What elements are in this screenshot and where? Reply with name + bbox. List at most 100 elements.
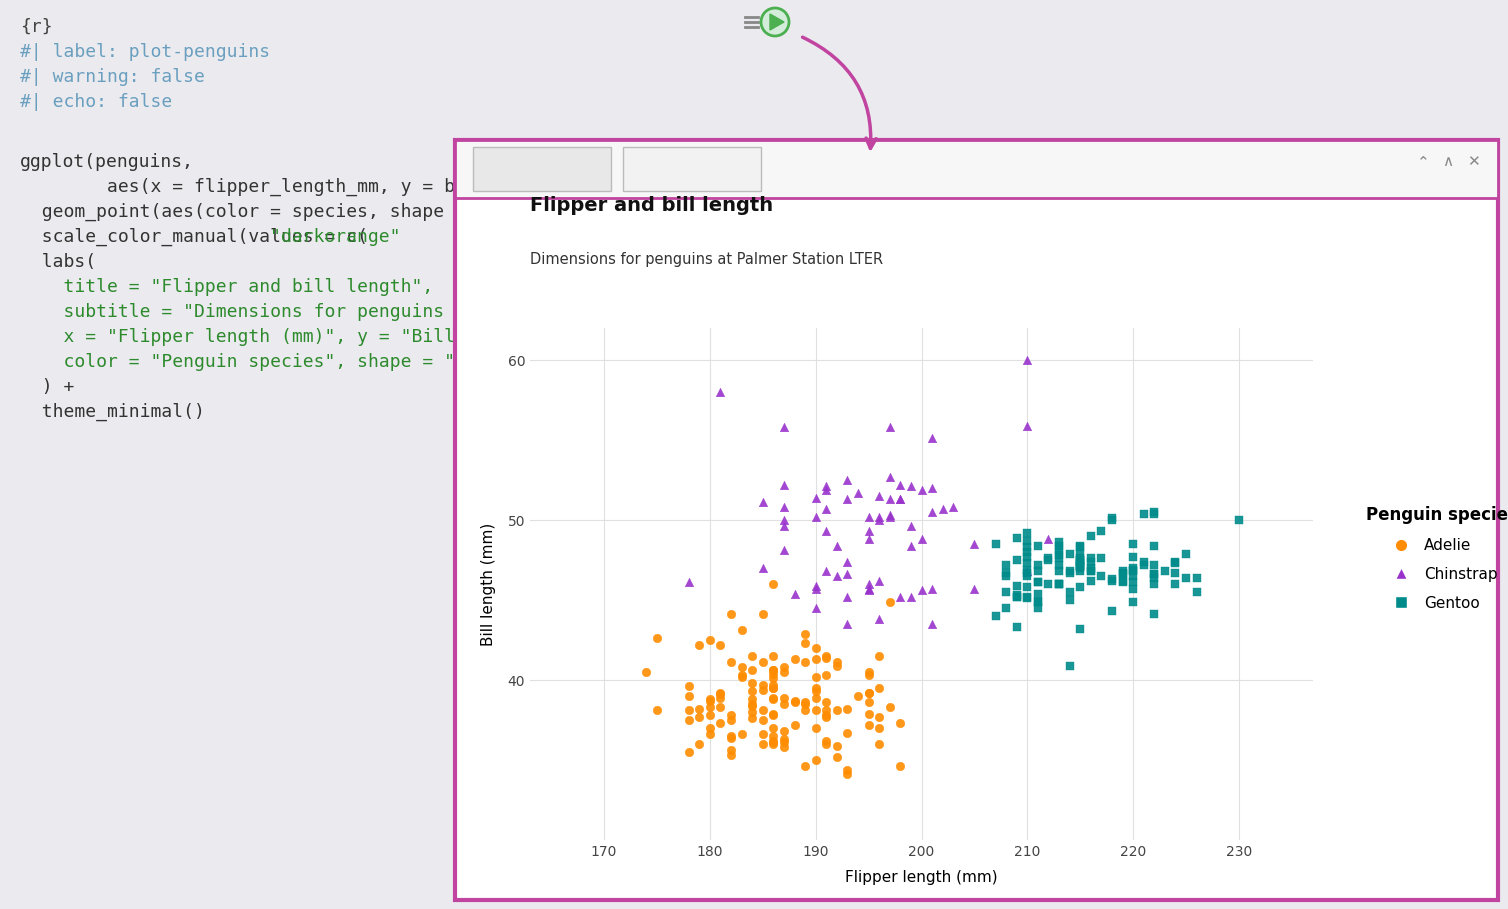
Gentoo [1110,575,1134,590]
Chinstrap [772,513,796,527]
Gentoo [1025,564,1050,578]
Chinstrap [835,554,860,569]
Adelie [804,753,828,767]
Chinstrap [783,586,807,601]
Adelie [677,744,701,759]
Adelie [814,708,838,723]
Adelie [645,704,670,718]
Adelie [762,706,786,721]
Gentoo [1078,561,1102,575]
Adelie [772,732,796,746]
Adelie [762,721,786,735]
Chinstrap [804,578,828,593]
Adelie [804,670,828,684]
Gentoo [1099,574,1123,588]
Gentoo [1015,556,1039,571]
Chinstrap [772,519,796,534]
Gentoo [1089,524,1113,538]
Adelie [814,710,838,724]
Adelie [762,735,786,750]
Gentoo [1078,551,1102,565]
Gentoo [1068,556,1092,571]
Gentoo [1025,586,1050,601]
Chinstrap [888,492,912,506]
Gentoo [1163,565,1187,580]
Adelie [888,716,912,731]
Adelie [698,692,722,706]
Chinstrap [962,582,986,596]
Adelie [751,607,775,622]
Gentoo [1068,559,1092,574]
Gentoo [1047,564,1071,578]
Gentoo [1120,582,1145,596]
Chinstrap [814,564,838,578]
Chinstrap [909,483,933,497]
Gentoo [1068,559,1092,574]
Chinstrap [814,502,838,516]
Gentoo [1068,540,1092,554]
Gentoo [1131,506,1155,521]
Adelie [698,633,722,647]
Gentoo [1110,565,1134,580]
Chinstrap [751,561,775,575]
FancyBboxPatch shape [474,147,611,191]
Chinstrap [857,584,881,598]
Chinstrap [1015,564,1039,578]
Chinstrap [909,532,933,546]
Gentoo [1047,548,1071,563]
Adelie [857,706,881,721]
Gentoo [1004,590,1028,604]
Chinstrap [1015,353,1039,367]
Adelie [783,652,807,666]
Adelie [857,685,881,700]
Chinstrap [1036,532,1060,546]
Adelie [835,725,860,740]
Adelie [730,660,754,674]
Adelie [709,685,733,700]
Text: #| echo: false: #| echo: false [20,93,172,111]
Gentoo [1120,564,1145,578]
Chinstrap [709,385,733,399]
Adelie [762,736,786,751]
Adelie [835,763,860,777]
Adelie [804,684,828,698]
Gentoo [1068,546,1092,561]
Adelie [762,649,786,664]
Chinstrap [804,490,828,504]
Adelie [793,704,817,718]
Adelie [804,681,828,695]
Chinstrap [804,601,828,615]
Chinstrap [920,582,944,596]
Gentoo [1142,504,1166,519]
Chinstrap [899,590,923,604]
Adelie [730,670,754,684]
Gentoo [1068,553,1092,567]
Gentoo [1142,607,1166,622]
Adelie [709,700,733,714]
Adelie [772,740,796,754]
Chinstrap [962,536,986,551]
Gentoo [1068,561,1092,575]
Chinstrap [814,524,838,538]
Text: ✕: ✕ [1467,155,1479,169]
Adelie [751,727,775,742]
Chinstrap [888,492,912,506]
Text: {r}: {r} [20,18,53,36]
Adelie [846,689,870,704]
Text: color = "Penguin species", shape = "Peng: color = "Penguin species", shape = "Peng [20,353,499,371]
Text: ⌃: ⌃ [1416,155,1430,169]
Gentoo [1004,620,1028,634]
Text: "darkorange": "darkorange" [270,228,401,246]
Chinstrap [888,477,912,492]
Adelie [677,704,701,718]
Gentoo [1004,530,1028,544]
Adelie [825,658,849,673]
Adelie [645,631,670,645]
Adelie [772,724,796,738]
Adelie [762,681,786,695]
Gentoo [1015,534,1039,548]
Adelie [740,664,765,678]
Gentoo [1078,529,1102,544]
Gentoo [1110,574,1134,588]
Adelie [793,759,817,774]
